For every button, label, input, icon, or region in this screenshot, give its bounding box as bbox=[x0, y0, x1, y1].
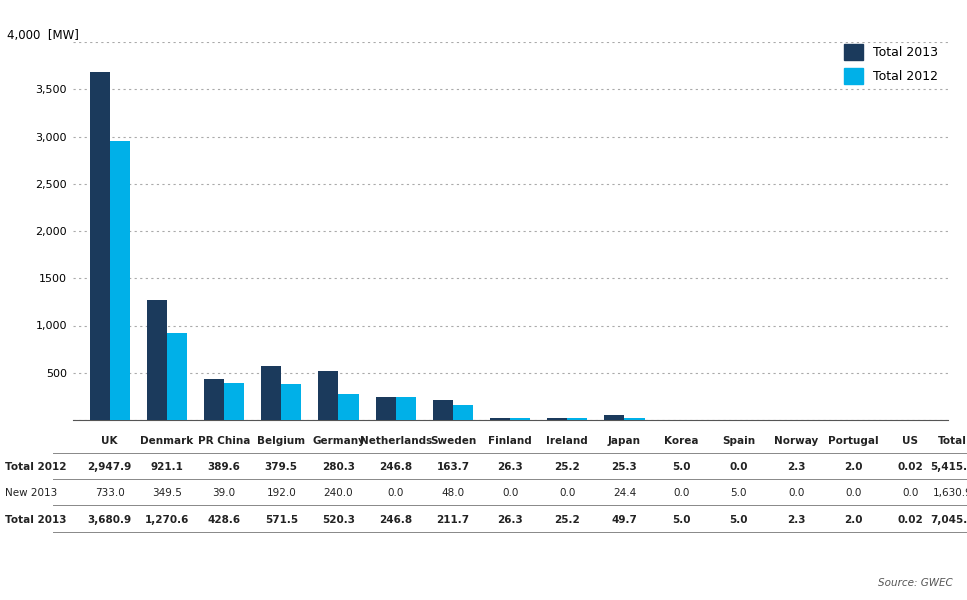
Bar bbox=[568, 418, 587, 420]
Bar bbox=[511, 418, 530, 420]
Bar bbox=[281, 384, 302, 420]
Text: 571.5: 571.5 bbox=[265, 515, 298, 525]
Bar bbox=[338, 394, 359, 420]
Text: Germany: Germany bbox=[312, 436, 365, 446]
Bar bbox=[547, 418, 568, 420]
Text: 4,000  [MW]: 4,000 [MW] bbox=[7, 29, 78, 42]
Text: 5.0: 5.0 bbox=[672, 515, 691, 525]
Text: 5.0: 5.0 bbox=[731, 488, 747, 498]
Text: 0.0: 0.0 bbox=[788, 488, 805, 498]
Text: 0.0: 0.0 bbox=[730, 462, 748, 472]
Bar bbox=[490, 418, 511, 420]
Text: Netherlands: Netherlands bbox=[360, 436, 432, 446]
Text: 2.3: 2.3 bbox=[787, 462, 806, 472]
Text: 2,947.9: 2,947.9 bbox=[88, 462, 132, 472]
Text: Korea: Korea bbox=[664, 436, 699, 446]
Text: 0.0: 0.0 bbox=[845, 488, 862, 498]
Bar bbox=[147, 300, 167, 420]
Text: 0.0: 0.0 bbox=[673, 488, 689, 498]
Text: PR China: PR China bbox=[198, 436, 250, 446]
Bar bbox=[167, 333, 187, 420]
Text: 0.0: 0.0 bbox=[502, 488, 518, 498]
Text: Sweden: Sweden bbox=[429, 436, 476, 446]
Text: 7,045.9: 7,045.9 bbox=[930, 515, 967, 525]
Text: New 2013: New 2013 bbox=[5, 488, 57, 498]
Text: 25.2: 25.2 bbox=[554, 515, 580, 525]
Text: 379.5: 379.5 bbox=[265, 462, 298, 472]
Text: Finland: Finland bbox=[488, 436, 532, 446]
Text: 26.3: 26.3 bbox=[497, 462, 523, 472]
Text: 192.0: 192.0 bbox=[267, 488, 296, 498]
Text: 26.3: 26.3 bbox=[497, 515, 523, 525]
Text: 280.3: 280.3 bbox=[322, 462, 355, 472]
Text: 48.0: 48.0 bbox=[441, 488, 464, 498]
Text: Total 2012: Total 2012 bbox=[5, 462, 67, 472]
Text: Spain: Spain bbox=[722, 436, 755, 446]
Text: Japan: Japan bbox=[608, 436, 641, 446]
Text: 3,680.9: 3,680.9 bbox=[88, 515, 132, 525]
Bar bbox=[204, 379, 224, 420]
Text: Source: GWEC: Source: GWEC bbox=[878, 578, 952, 588]
Text: US: US bbox=[902, 436, 919, 446]
Text: 5.0: 5.0 bbox=[672, 462, 691, 472]
Text: 0.0: 0.0 bbox=[902, 488, 919, 498]
Bar bbox=[604, 415, 625, 420]
Bar bbox=[318, 371, 338, 420]
Text: 25.2: 25.2 bbox=[554, 462, 580, 472]
Text: 2.0: 2.0 bbox=[844, 462, 863, 472]
Text: UK: UK bbox=[102, 436, 118, 446]
Text: Norway: Norway bbox=[774, 436, 818, 446]
Text: 2.0: 2.0 bbox=[844, 515, 863, 525]
Text: 5.0: 5.0 bbox=[730, 515, 748, 525]
Text: 246.8: 246.8 bbox=[379, 515, 412, 525]
Text: 39.0: 39.0 bbox=[213, 488, 236, 498]
Text: Ireland: Ireland bbox=[546, 436, 588, 446]
Text: 389.6: 389.6 bbox=[208, 462, 241, 472]
Text: 163.7: 163.7 bbox=[436, 462, 469, 472]
Text: Belgium: Belgium bbox=[257, 436, 306, 446]
Text: 0.02: 0.02 bbox=[897, 462, 923, 472]
Text: 2.3: 2.3 bbox=[787, 515, 806, 525]
Text: 25.3: 25.3 bbox=[611, 462, 637, 472]
Text: 1,270.6: 1,270.6 bbox=[145, 515, 190, 525]
Text: 240.0: 240.0 bbox=[324, 488, 353, 498]
Text: 1,630.9: 1,630.9 bbox=[932, 488, 967, 498]
Text: 349.5: 349.5 bbox=[152, 488, 182, 498]
Text: 49.7: 49.7 bbox=[611, 515, 637, 525]
Text: Total: Total bbox=[938, 436, 967, 446]
Text: 24.4: 24.4 bbox=[613, 488, 636, 498]
Bar bbox=[224, 383, 244, 420]
Bar bbox=[453, 404, 473, 420]
Text: Total 2013: Total 2013 bbox=[5, 515, 67, 525]
Text: 921.1: 921.1 bbox=[151, 462, 184, 472]
Bar bbox=[433, 400, 453, 420]
Text: 246.8: 246.8 bbox=[379, 462, 412, 472]
Legend: Total 2013, Total 2012: Total 2013, Total 2012 bbox=[840, 41, 942, 88]
Bar bbox=[90, 72, 109, 420]
Bar bbox=[109, 142, 130, 420]
Text: 5,415.0: 5,415.0 bbox=[930, 462, 967, 472]
Text: 520.3: 520.3 bbox=[322, 515, 355, 525]
Text: 0.0: 0.0 bbox=[559, 488, 575, 498]
Bar bbox=[625, 418, 645, 420]
Text: Denmark: Denmark bbox=[140, 436, 193, 446]
Bar bbox=[396, 397, 416, 420]
Text: Portugal: Portugal bbox=[828, 436, 879, 446]
Bar bbox=[375, 397, 396, 420]
Text: 211.7: 211.7 bbox=[436, 515, 469, 525]
Text: 733.0: 733.0 bbox=[95, 488, 125, 498]
Text: 0.02: 0.02 bbox=[897, 515, 923, 525]
Text: 428.6: 428.6 bbox=[208, 515, 241, 525]
Bar bbox=[261, 366, 281, 420]
Text: 0.0: 0.0 bbox=[388, 488, 404, 498]
